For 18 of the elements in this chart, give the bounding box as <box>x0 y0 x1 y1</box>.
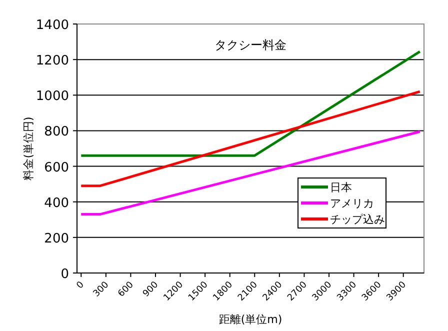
legend-label: 日本 <box>330 181 352 194</box>
legend-label: アメリカ <box>330 197 374 210</box>
y-tick-label: 1200 <box>36 54 69 69</box>
x-tick-label: 900 <box>141 280 161 300</box>
x-tick-label: 300 <box>92 280 112 300</box>
y-tick-label: 1000 <box>36 89 69 104</box>
y-axis-title: 料金(単位円) <box>22 116 35 180</box>
y-tick-label: 0 <box>60 267 69 282</box>
y-tick-label: 400 <box>44 196 69 211</box>
x-axis-title: 距離(単位m) <box>218 313 282 326</box>
y-tick-label: 800 <box>44 124 69 140</box>
y-tick-label: 1400 <box>36 18 69 33</box>
y-tick-label: 600 <box>44 160 69 176</box>
y-tick-label: 200 <box>44 231 69 246</box>
text: タクシー料金 <box>214 38 286 52</box>
x-tick-label: 600 <box>116 280 136 300</box>
x-tick-label: 0 <box>75 280 86 292</box>
legend-label: チップ込み <box>330 213 385 226</box>
